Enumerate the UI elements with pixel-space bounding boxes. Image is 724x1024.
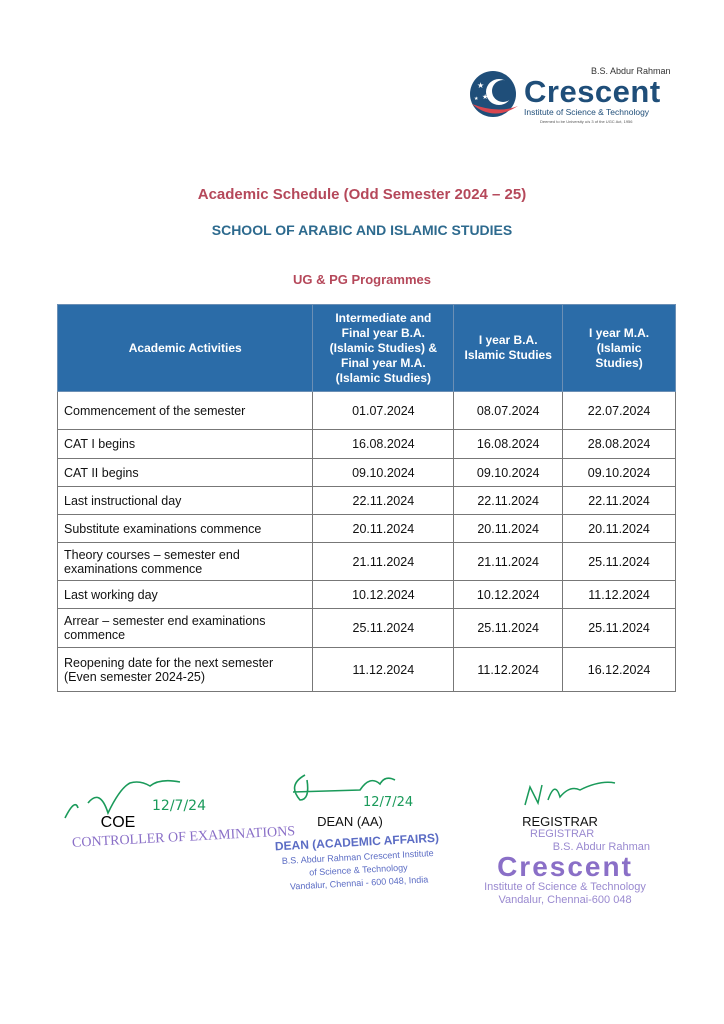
table-row: Last working day 10.12.2024 10.12.2024 11.1… (56, 580, 676, 609)
svg-text:★: ★ (474, 96, 479, 102)
column-header: Academic Activities (56, 304, 314, 392)
date-cell: 11.12.2024 (453, 647, 564, 692)
table-row: Theory courses – semester end examinatio… (56, 542, 676, 581)
activity-cell: Commencement of the semester (56, 391, 314, 430)
table-row: Commencement of the semester 01.07.2024 08… (56, 391, 676, 430)
date-cell: 22.07.2024 (562, 391, 676, 430)
date-cell: 28.08.2024 (562, 429, 676, 459)
coe-role: COE (100, 814, 136, 831)
table-row: Reopening date for the next semester (Ev… (56, 647, 676, 692)
date-cell: 09.10.2024 (562, 458, 676, 487)
activity-cell: CAT I begins (56, 429, 314, 459)
svg-text:12/7/24: 12/7/24 (152, 798, 206, 814)
activity-cell: Theory courses – semester end examinatio… (56, 542, 314, 581)
date-cell: 25.11.2024 (312, 608, 455, 648)
date-cell: 25.11.2024 (562, 542, 676, 581)
registrar-stamp: REGISTRAR B.S. Abdur Rahman Crescent Ins… (480, 828, 650, 907)
dean-role: DEAN (AA) (317, 814, 383, 829)
svg-text:★: ★ (482, 93, 488, 101)
date-cell: 09.10.2024 (312, 458, 455, 487)
date-cell: 08.07.2024 (453, 391, 564, 430)
date-cell: 20.11.2024 (562, 514, 676, 543)
date-cell: 09.10.2024 (453, 458, 564, 487)
schedule-table: Academic Activities Intermediate and Fina… (56, 304, 676, 692)
date-cell: 22.11.2024 (453, 486, 564, 515)
column-header: Intermediate and Final year B.A. (Islami… (312, 304, 455, 392)
page-title: Academic Schedule (Odd Semester 2024 – 2… (197, 186, 527, 203)
date-cell: 16.08.2024 (312, 429, 455, 459)
date-cell: 21.11.2024 (453, 542, 564, 581)
registrar-stamp-line: REGISTRAR (530, 828, 595, 840)
date-cell: 11.12.2024 (312, 647, 455, 692)
registrar-stamp-line: Vandalur, Chennai-600 048 (498, 893, 632, 906)
crescent-emblem-icon: ★★★ (470, 71, 518, 117)
date-cell: 22.11.2024 (312, 486, 455, 515)
table-row: Substitute examinations commence 20.11.20… (56, 514, 676, 543)
activity-cell: Last instructional day (56, 486, 314, 515)
school-name: SCHOOL OF ARABIC AND ISLAMIC STUDIES (211, 222, 513, 238)
dean-signature: 12/7/24 (292, 774, 413, 810)
date-cell: 10.12.2024 (453, 580, 564, 609)
date-cell: 21.11.2024 (312, 542, 455, 581)
column-header: I year M.A. (Islamic Studies) (562, 304, 676, 392)
crescent-logo: ★ ★ ★ B.S. Abdur Rahman Crescent Institute… (468, 66, 698, 126)
activity-cell: Last working day (56, 580, 314, 609)
table-row: Arrear – semester end examinations comme… (56, 608, 676, 648)
logo-prefix: B.S. Abdur Rahman (591, 66, 671, 76)
date-cell: 16.08.2024 (453, 429, 564, 459)
dean-stamp: DEAN (ACADEMIC AFFAIRS) B.S. Abdur Rahma… (267, 829, 450, 895)
programmes-label: UG & PG Programmes (293, 272, 431, 287)
date-cell: 11.12.2024 (562, 580, 676, 609)
date-cell: 22.11.2024 (562, 486, 676, 515)
coe-signature: 12/7/24 (64, 779, 206, 819)
logo-name: Crescent (524, 74, 661, 109)
column-header: I year B.A. Islamic Studies (453, 304, 564, 392)
date-cell: 10.12.2024 (312, 580, 455, 609)
date-cell: 20.11.2024 (312, 514, 455, 543)
date-cell: 01.07.2024 (312, 391, 455, 430)
table-row: Last instructional day 22.11.2024 22.11.20… (56, 486, 676, 515)
logo-subtitle: Institute of Science & Technology (524, 107, 650, 117)
activity-cell: Substitute examinations commence (56, 514, 314, 543)
activity-cell: CAT II begins (56, 458, 314, 487)
registrar-stamp-line: Crescent (497, 851, 633, 883)
date-cell: 16.12.2024 (562, 647, 676, 692)
date-cell: 20.11.2024 (453, 514, 564, 543)
activity-cell: Reopening date for the next semester (Ev… (56, 647, 314, 692)
registrar-signature (524, 781, 616, 806)
table-row: CAT II begins 09.10.2024 09.10.2024 09.10.2… (56, 458, 676, 487)
date-cell: 25.11.2024 (453, 608, 564, 648)
registrar-stamp-line: B.S. Abdur Rahman (552, 840, 650, 853)
registrar-stamp-line: Institute of Science & Technology (484, 881, 646, 894)
activity-cell: Arrear – semester end examinations comme… (56, 608, 314, 648)
logo-deemed: Deemed to be University u/s 3 of the UGC… (540, 119, 633, 124)
svg-text:★: ★ (477, 81, 484, 90)
date-cell: 25.11.2024 (562, 608, 676, 648)
svg-text:12/7/24: 12/7/24 (363, 795, 413, 810)
table-header-row: Academic Activities Intermediate and Fina… (56, 304, 676, 392)
table-row: CAT I begins 16.08.2024 16.08.2024 28.08.20… (56, 429, 676, 459)
registrar-role: REGISTRAR (522, 814, 598, 829)
